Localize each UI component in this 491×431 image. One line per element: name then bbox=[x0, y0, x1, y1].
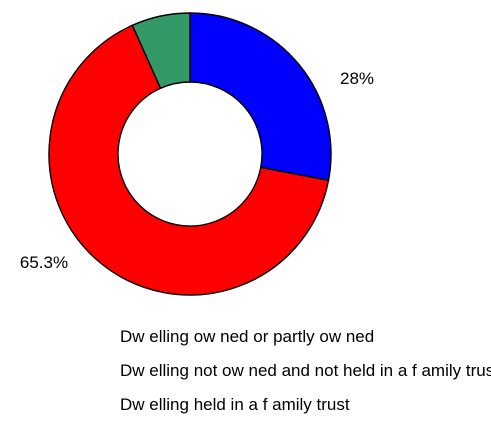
label-owned: 28% bbox=[340, 69, 374, 88]
legend-item-family-trust: Dw elling held in a f amily trust bbox=[120, 395, 350, 414]
donut-slices bbox=[48, 12, 332, 296]
slice-family-trust bbox=[131, 12, 191, 90]
legend-item-not-owned: Dw elling not ow ned and not held in a f… bbox=[120, 361, 491, 380]
slice-owned bbox=[189, 12, 332, 182]
slice-labels: 28% 65.3% bbox=[20, 69, 374, 272]
legend-item-owned: Dw elling ow ned or partly ow ned bbox=[120, 327, 375, 346]
slice-not-owned bbox=[48, 24, 330, 296]
label-not-owned: 65.3% bbox=[20, 253, 68, 272]
donut-chart: 28% 65.3% bbox=[20, 12, 374, 296]
legend: Dw elling ow ned or partly ow ned Dw ell… bbox=[120, 320, 491, 422]
